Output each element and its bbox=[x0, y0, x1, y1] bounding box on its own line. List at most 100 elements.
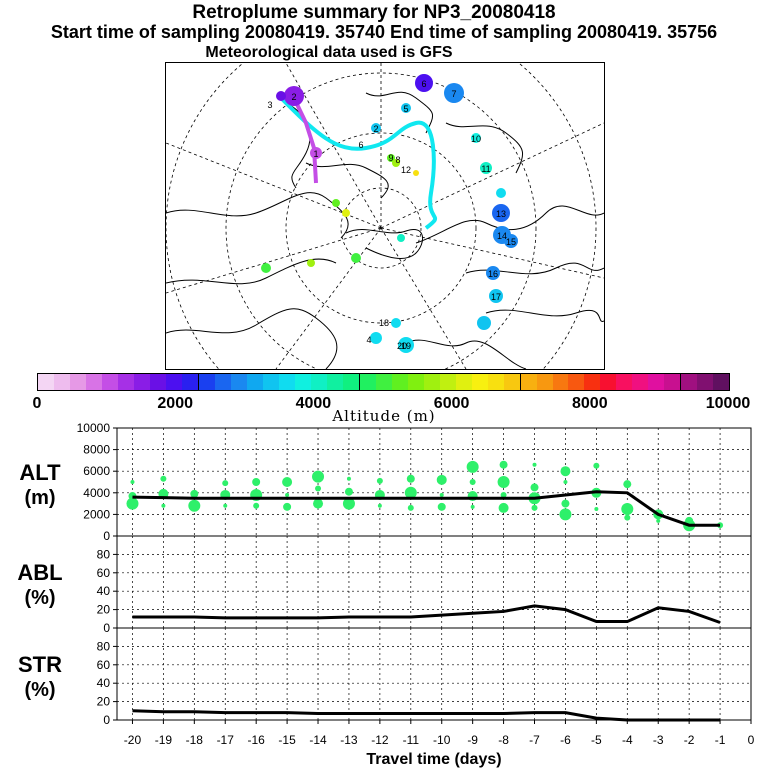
scatter-point bbox=[621, 503, 634, 515]
map-point-label: 1 bbox=[313, 149, 318, 159]
scatter-point bbox=[222, 480, 229, 487]
scatter-point bbox=[470, 504, 475, 509]
map-point bbox=[307, 259, 315, 267]
colorbar-swatch bbox=[568, 374, 585, 390]
scatter-point bbox=[313, 498, 324, 509]
colorbar-swatch bbox=[664, 374, 682, 390]
colorbar-swatch bbox=[326, 374, 343, 390]
panel-frame bbox=[116, 627, 752, 721]
map-point-label: 18 bbox=[379, 318, 389, 328]
colorbar-swatch bbox=[600, 374, 617, 390]
y-tick-label: 10000 bbox=[77, 421, 111, 435]
scatter-point bbox=[342, 497, 355, 510]
scatter-point bbox=[126, 497, 139, 510]
scatter-point bbox=[498, 502, 509, 513]
colorbar-swatch bbox=[584, 374, 601, 390]
x-tick-label: -1 bbox=[715, 733, 726, 747]
map-point bbox=[504, 234, 518, 248]
x-tick-label: -6 bbox=[560, 733, 571, 747]
x-tick-label: -10 bbox=[433, 733, 451, 747]
map-point-label: 13 bbox=[496, 209, 506, 219]
map-point-label: 9 bbox=[388, 153, 393, 163]
colorbar-tick-label: 0 bbox=[32, 395, 42, 412]
series-line bbox=[132, 490, 721, 527]
y-tick-label: 80 bbox=[97, 547, 111, 561]
map-point bbox=[480, 162, 492, 174]
scatter-point bbox=[282, 477, 293, 487]
colorbar-tick-label: 6000 bbox=[433, 395, 470, 412]
colorbar-swatch bbox=[310, 374, 327, 390]
map-point bbox=[387, 154, 395, 162]
colorbar-swatch bbox=[133, 374, 150, 390]
y-tick-label: 0 bbox=[103, 621, 110, 635]
map-point-label: 5 bbox=[403, 104, 408, 114]
colorbar-swatch bbox=[697, 374, 714, 390]
scatter-point bbox=[563, 480, 568, 484]
scatter-point bbox=[531, 504, 538, 511]
map-point bbox=[371, 123, 381, 133]
polar-map: 2 3 6 7 1 6 2 9 5 10 11 13 14 15 16 17 18 19 20 12 8 4 bbox=[165, 62, 605, 370]
x-tick-label: -9 bbox=[467, 733, 478, 747]
map-point-label: 20 bbox=[397, 341, 407, 351]
scatter-point bbox=[283, 502, 292, 511]
map-point bbox=[351, 253, 361, 263]
map-point-label: 19 bbox=[401, 341, 411, 351]
panel-frame bbox=[116, 427, 752, 537]
x-tick-label: -2 bbox=[684, 733, 695, 747]
map-point-label: 6 bbox=[358, 140, 363, 150]
x-tick-label: -5 bbox=[591, 733, 602, 747]
scatter-point bbox=[499, 460, 508, 469]
panel-unit: (%) bbox=[24, 679, 55, 701]
scatter-point bbox=[559, 508, 572, 521]
scatter-point bbox=[252, 478, 261, 486]
scatter-point bbox=[656, 518, 661, 523]
colorbar-label: Altitude (m) bbox=[332, 407, 436, 425]
colorbar-swatch bbox=[53, 374, 70, 390]
map-point bbox=[284, 86, 304, 106]
scatter-point bbox=[436, 474, 447, 485]
y-tick-label: 2000 bbox=[83, 507, 110, 521]
colorbar-swatch bbox=[632, 374, 649, 390]
colorbar-swatch bbox=[181, 374, 199, 390]
map-point-label: 11 bbox=[481, 164, 490, 174]
colorbar-swatch bbox=[681, 374, 698, 390]
map-point bbox=[261, 263, 271, 273]
scatter-point bbox=[439, 492, 444, 497]
colorbar-swatch bbox=[101, 374, 118, 390]
scatter-point bbox=[161, 503, 166, 508]
colorbar-tick-label: 2000 bbox=[157, 395, 193, 412]
colorbar-swatch bbox=[552, 374, 569, 390]
scatter-point bbox=[561, 499, 570, 508]
scatter-point bbox=[497, 476, 510, 488]
scatter-point bbox=[404, 486, 417, 499]
scatter-point bbox=[624, 514, 631, 521]
map-point-label: 16 bbox=[488, 269, 498, 279]
x-tick-label: -17 bbox=[217, 733, 235, 747]
series-line bbox=[132, 709, 721, 722]
y-tick-label: 4000 bbox=[83, 486, 110, 500]
map-point-label: 10 bbox=[471, 134, 481, 144]
map-point-label: 15 bbox=[506, 237, 516, 247]
scatter-point bbox=[469, 479, 476, 485]
map-point bbox=[489, 289, 503, 303]
map-point bbox=[413, 170, 419, 176]
map-point-label: 14 bbox=[497, 231, 507, 241]
map-point-label: 12 bbox=[401, 165, 411, 175]
scatter-point bbox=[406, 474, 415, 483]
y-tick-label: 80 bbox=[97, 639, 111, 653]
colorbar-swatch bbox=[455, 374, 472, 390]
colorbar-swatch bbox=[407, 374, 424, 390]
scatter-point bbox=[130, 480, 135, 484]
colorbar-swatch bbox=[230, 374, 247, 390]
scatter-point bbox=[500, 491, 507, 498]
panel-unit: (%) bbox=[24, 587, 55, 609]
sampling-times: Start time of sampling 20080419. 35740 E… bbox=[50, 22, 718, 42]
colorbar-swatch bbox=[471, 374, 488, 390]
graticule bbox=[166, 63, 604, 369]
y-tick-label: 40 bbox=[97, 584, 111, 598]
map-point bbox=[477, 316, 491, 330]
colorbar-swatch bbox=[262, 374, 279, 390]
y-tick-label: 20 bbox=[97, 603, 111, 617]
colorbar-swatch bbox=[198, 374, 215, 390]
y-tick-label: 0 bbox=[103, 529, 110, 543]
